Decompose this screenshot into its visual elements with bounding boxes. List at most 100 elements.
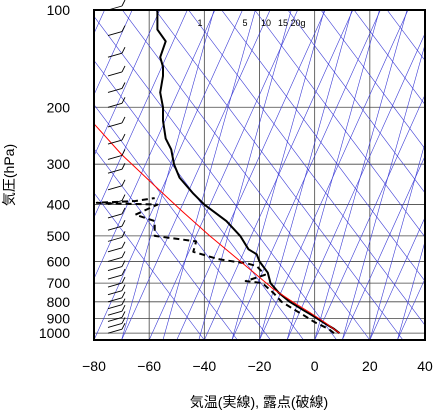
mixing-ratio-line xyxy=(314,10,408,340)
wind-barb xyxy=(107,71,123,77)
wind-barb xyxy=(107,213,123,219)
mixing-ratio-label: 5 xyxy=(242,18,247,28)
parcel-path-line xyxy=(94,123,340,334)
mixing-ratio-line xyxy=(286,10,380,340)
wind-barb xyxy=(107,88,123,93)
x-tick-label: −80 xyxy=(82,358,106,374)
skewed-isotherm-line xyxy=(397,277,425,340)
wind-barb-flag xyxy=(121,149,126,156)
wind-barb xyxy=(107,185,123,191)
wind-barb xyxy=(107,317,123,322)
skewed-isotherm-line xyxy=(231,10,381,340)
y-tick-label: 700 xyxy=(47,275,71,291)
skewed-isotherm-line xyxy=(121,10,271,340)
wind-barb xyxy=(107,322,123,328)
x-tick-label: −40 xyxy=(192,358,216,374)
wind-barb-flag xyxy=(121,133,126,141)
wind-barb xyxy=(107,304,123,310)
wind-barb-flag xyxy=(121,231,126,238)
adiabat-line xyxy=(94,104,271,340)
mixing-ratio-label: 10 xyxy=(261,18,271,28)
skewed-isotherm-line xyxy=(259,10,409,340)
wind-barb-flag xyxy=(121,47,126,54)
wind-barbs xyxy=(107,0,126,334)
mixing-ratio-line xyxy=(162,10,256,340)
x-tick-label: 0 xyxy=(311,358,319,374)
y-tick-label: 900 xyxy=(47,310,71,326)
wind-barb-flag xyxy=(121,251,126,258)
x-tick-label: 40 xyxy=(417,358,433,374)
mixing-ratio-line xyxy=(341,43,425,340)
wind-barb-flag xyxy=(121,219,126,227)
wind-barb xyxy=(107,328,123,334)
y-tick-label: 300 xyxy=(47,156,71,172)
skewed-isotherm-line xyxy=(148,10,298,340)
adiabat-line xyxy=(353,10,425,106)
mixing-ratio-labels: 1 5 10 15 20g xyxy=(197,18,305,28)
y-tick-label: 600 xyxy=(47,253,71,269)
skewed-isotherm-line xyxy=(424,339,425,340)
adiabat-line xyxy=(94,192,205,340)
wind-barb-flag xyxy=(121,116,126,124)
y-tick-label: 800 xyxy=(47,294,71,310)
wind-barb-flag xyxy=(121,0,126,7)
wind-barb-flag xyxy=(121,311,126,318)
x-tick-label: −60 xyxy=(137,358,161,374)
mixing-ratio-line xyxy=(198,10,292,340)
mixing-ratio-label: 15 xyxy=(278,18,288,28)
skewed-isotherm-line xyxy=(286,32,425,340)
y-tick-label: 400 xyxy=(47,197,71,213)
mixing-ratio-label: 20g xyxy=(290,18,305,28)
mixing-ratio-line xyxy=(259,10,353,340)
wind-barb xyxy=(107,310,123,316)
adiabat-line xyxy=(94,148,238,340)
skewed-isotherm-line xyxy=(94,10,216,280)
wind-barb xyxy=(107,139,123,145)
wind-barb xyxy=(107,52,123,58)
wind-barb-flag xyxy=(121,163,126,170)
series-layer xyxy=(94,10,341,334)
skewed-isotherm-line xyxy=(94,10,161,157)
wind-barb xyxy=(107,274,123,280)
wind-barb-flag xyxy=(121,207,126,215)
wind-barb xyxy=(107,297,123,303)
wind-barb-flag xyxy=(121,268,126,276)
mixing-ratio-line xyxy=(369,141,425,340)
wind-barb xyxy=(107,236,123,242)
plot-frame xyxy=(93,9,426,341)
wind-barb-flag xyxy=(121,179,126,186)
mixing-ratio-line xyxy=(397,240,425,340)
x-axis-label: 気温(実線), 露点(破線) xyxy=(190,394,328,410)
adiabat-line xyxy=(188,10,425,326)
wind-barb xyxy=(107,257,123,262)
wind-barb-flag xyxy=(121,65,126,73)
temperature-line xyxy=(156,10,341,334)
y-axis-label: 気圧(hPa) xyxy=(1,144,17,206)
adiabat-line xyxy=(221,10,425,282)
y-tick-label: 500 xyxy=(47,228,71,244)
mixing-ratio-line xyxy=(231,10,325,340)
wind-barb-flag xyxy=(121,291,126,299)
wind-barb-flag xyxy=(121,298,126,305)
x-tick-label: −20 xyxy=(248,358,272,374)
wind-barb-flag xyxy=(121,82,126,89)
wind-barb xyxy=(107,266,123,271)
adiabat-line xyxy=(320,10,425,150)
wind-barb-flag xyxy=(121,284,126,291)
wind-barb xyxy=(107,102,123,108)
adiabat-line xyxy=(94,15,337,340)
y-tick-label: 200 xyxy=(47,99,71,115)
y-tick-label: 1000 xyxy=(39,325,70,341)
dewpoint-line xyxy=(95,197,335,334)
wind-barb xyxy=(107,31,123,37)
adiabat-line xyxy=(155,10,404,340)
wind-barb-flag xyxy=(121,317,126,324)
x-tick-label: 20 xyxy=(362,358,378,374)
wind-barb-flag xyxy=(121,305,126,312)
wind-barb xyxy=(107,200,123,205)
y-tick-label: 100 xyxy=(47,2,71,18)
x-tick-labels: −80 −60 −40 −20 0 20 40 xyxy=(82,358,433,374)
mixing-ratio-line xyxy=(121,10,215,340)
